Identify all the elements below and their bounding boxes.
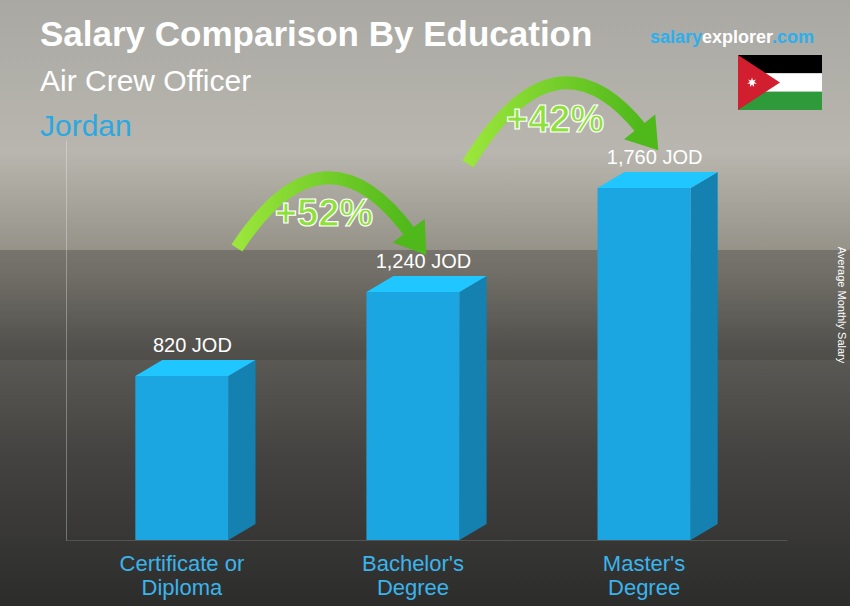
source-part: explorer (702, 27, 773, 47)
x-tick: Certificate orDiploma (120, 551, 245, 600)
x-tick-label: Bachelor'sDegree (362, 551, 464, 600)
bar-side (691, 172, 718, 540)
source: salaryexplorer.com (650, 27, 814, 47)
bar-side (460, 276, 487, 540)
arrow-head (624, 114, 658, 150)
bar-top (135, 360, 255, 376)
annotation: +42% (506, 98, 604, 140)
x-axis-line (67, 540, 788, 541)
bar-side (228, 360, 255, 540)
annotation-arrow (468, 83, 658, 164)
bar (598, 188, 691, 540)
arrow-head (392, 219, 426, 255)
bar (366, 292, 459, 540)
bar (135, 376, 228, 540)
bar-top (598, 172, 718, 188)
bar-top (366, 276, 486, 292)
data-label: 820 JOD (153, 334, 232, 356)
flag (738, 55, 822, 110)
background (0, 0, 850, 606)
y-axis-title: Average Monthly Salary (836, 247, 848, 364)
annotation: +52% (275, 192, 373, 234)
x-tick-label: Master'sDegree (603, 551, 685, 600)
x-axis: Certificate orDiploma Bachelor'sDegree Mas… (67, 541, 788, 601)
location: Jordan (40, 109, 132, 142)
source-part: salary (650, 27, 702, 47)
arrow-body (237, 178, 411, 248)
arrow-body (468, 83, 642, 164)
annotation-arrow (237, 178, 426, 255)
title: Salary Comparison By Education (40, 14, 592, 53)
subtitle: Air Crew Officer (40, 64, 251, 97)
x-tick: Master'sDegree (603, 551, 685, 600)
data-label: 1,760 JOD (607, 146, 703, 168)
source-part: .com (772, 27, 814, 47)
chart-container: Certificate orDiploma Bachelor'sDegree Mas… (0, 0, 850, 606)
chart-svg: Certificate orDiploma Bachelor'sDegree Mas… (0, 0, 850, 606)
x-tick: Bachelor'sDegree (362, 551, 464, 600)
y-axis-line (66, 141, 67, 541)
y-axis (66, 141, 67, 541)
x-tick-label: Certificate orDiploma (120, 551, 245, 600)
bars (135, 172, 717, 540)
